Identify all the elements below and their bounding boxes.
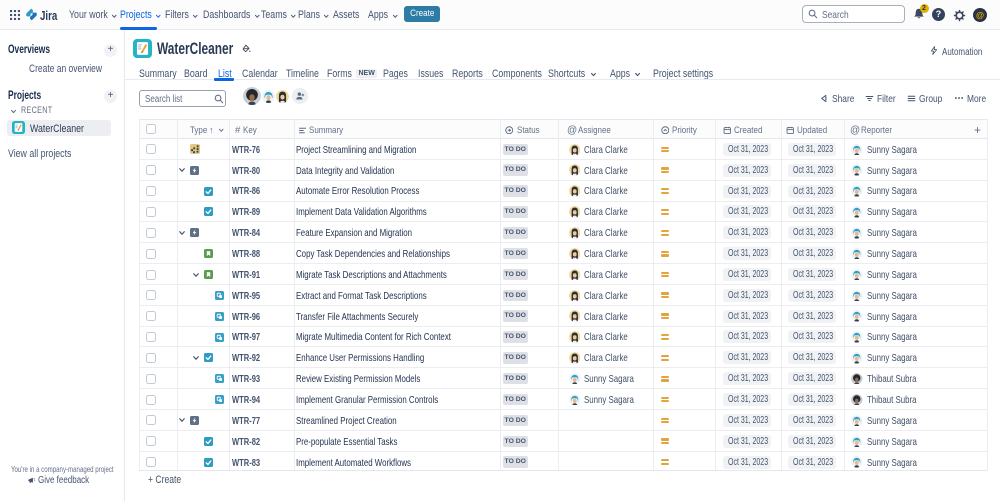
svg-text:@: @ bbox=[976, 10, 984, 20]
